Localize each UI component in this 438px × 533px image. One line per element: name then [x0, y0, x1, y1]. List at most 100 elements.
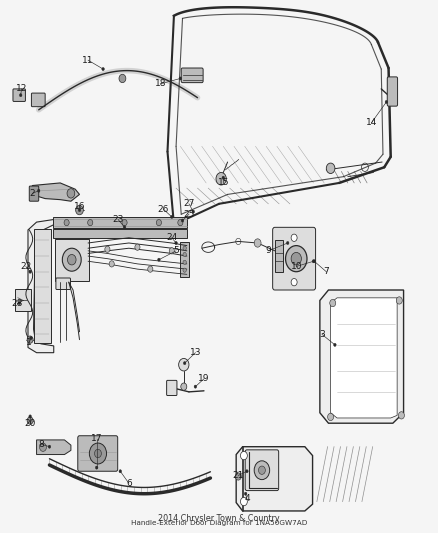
Circle shape	[29, 270, 32, 273]
Circle shape	[244, 492, 247, 495]
Circle shape	[183, 268, 187, 272]
FancyBboxPatch shape	[56, 278, 71, 289]
Circle shape	[178, 220, 183, 226]
Circle shape	[286, 246, 307, 272]
Text: 26: 26	[158, 205, 169, 214]
Text: 18: 18	[155, 79, 167, 88]
Circle shape	[18, 302, 21, 305]
Circle shape	[62, 248, 81, 271]
Text: 11: 11	[82, 55, 94, 64]
FancyBboxPatch shape	[272, 228, 315, 290]
Circle shape	[286, 241, 289, 245]
Text: 17: 17	[91, 434, 102, 443]
FancyBboxPatch shape	[32, 93, 45, 107]
Polygon shape	[331, 298, 397, 418]
Text: Handle-Exterior Door Diagram for 1NA50GW7AD: Handle-Exterior Door Diagram for 1NA50GW…	[131, 521, 307, 527]
Circle shape	[95, 449, 101, 458]
Circle shape	[328, 413, 334, 421]
Circle shape	[258, 466, 265, 474]
Text: 8: 8	[38, 440, 44, 449]
Text: 20: 20	[25, 419, 36, 427]
Circle shape	[240, 451, 247, 460]
Circle shape	[123, 226, 126, 229]
Circle shape	[27, 417, 33, 424]
Circle shape	[179, 358, 189, 371]
Circle shape	[27, 336, 33, 343]
Text: 12: 12	[16, 84, 27, 93]
FancyBboxPatch shape	[166, 381, 177, 395]
Polygon shape	[28, 220, 54, 353]
Circle shape	[64, 220, 69, 226]
Circle shape	[313, 260, 315, 263]
Text: 13: 13	[190, 348, 201, 357]
Circle shape	[156, 220, 162, 226]
Circle shape	[235, 473, 241, 480]
FancyBboxPatch shape	[387, 77, 398, 106]
Circle shape	[30, 336, 32, 340]
FancyBboxPatch shape	[55, 239, 89, 280]
Circle shape	[158, 258, 160, 261]
Circle shape	[148, 266, 153, 272]
Circle shape	[105, 246, 110, 253]
Polygon shape	[36, 440, 71, 455]
Circle shape	[39, 443, 46, 451]
Text: 15: 15	[218, 179, 229, 188]
Circle shape	[183, 260, 187, 264]
Text: 10: 10	[290, 262, 302, 271]
Circle shape	[122, 220, 127, 226]
Polygon shape	[320, 290, 403, 423]
Circle shape	[184, 361, 186, 365]
Text: 25: 25	[183, 210, 194, 219]
FancyBboxPatch shape	[34, 229, 51, 343]
Text: 23: 23	[113, 215, 124, 224]
Text: 22: 22	[20, 262, 32, 271]
Circle shape	[183, 246, 187, 251]
Circle shape	[175, 241, 177, 245]
Text: 21: 21	[233, 471, 244, 480]
Circle shape	[170, 215, 173, 219]
Circle shape	[240, 497, 247, 506]
Text: 7: 7	[323, 267, 329, 276]
Circle shape	[76, 205, 83, 215]
Circle shape	[119, 74, 126, 83]
FancyBboxPatch shape	[275, 240, 283, 272]
Circle shape	[29, 415, 32, 418]
Circle shape	[254, 239, 261, 247]
Circle shape	[19, 94, 22, 97]
FancyBboxPatch shape	[53, 217, 187, 228]
Text: 2014 Chrysler Town & Country: 2014 Chrysler Town & Country	[158, 514, 280, 523]
FancyBboxPatch shape	[53, 229, 187, 238]
Circle shape	[192, 210, 194, 213]
Circle shape	[291, 279, 297, 286]
Circle shape	[89, 443, 106, 464]
Text: 1: 1	[26, 338, 32, 347]
Text: 9: 9	[265, 246, 271, 255]
FancyBboxPatch shape	[245, 450, 279, 490]
Text: 5: 5	[173, 246, 179, 255]
Circle shape	[181, 383, 187, 390]
Text: 4: 4	[244, 495, 250, 504]
Text: 27: 27	[183, 199, 194, 208]
Circle shape	[334, 343, 336, 346]
Circle shape	[169, 248, 174, 254]
Circle shape	[109, 261, 114, 267]
Text: 19: 19	[198, 374, 210, 383]
Text: 28: 28	[11, 298, 23, 308]
Circle shape	[181, 219, 184, 222]
Text: 16: 16	[74, 202, 85, 211]
Circle shape	[330, 300, 336, 306]
Circle shape	[135, 244, 140, 251]
Circle shape	[95, 466, 98, 469]
Circle shape	[312, 260, 315, 263]
Circle shape	[183, 253, 187, 256]
Circle shape	[67, 189, 75, 198]
Polygon shape	[236, 447, 313, 511]
Circle shape	[78, 208, 81, 212]
Text: 14: 14	[366, 118, 377, 127]
FancyBboxPatch shape	[181, 68, 203, 83]
Circle shape	[48, 445, 51, 448]
Circle shape	[254, 461, 270, 480]
Circle shape	[291, 234, 297, 241]
FancyBboxPatch shape	[78, 436, 118, 471]
Circle shape	[102, 68, 104, 71]
